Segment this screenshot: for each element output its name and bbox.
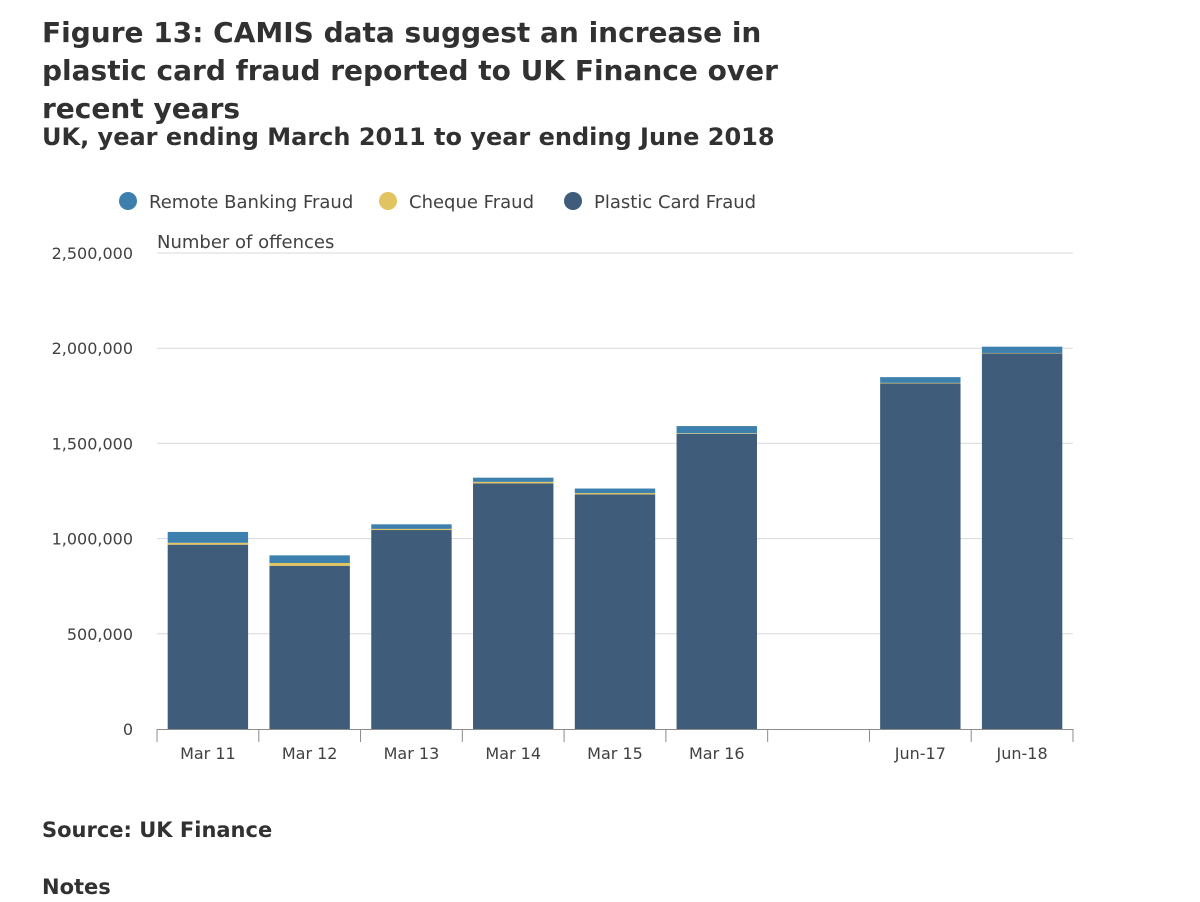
bar-cheque-fraud-mar-11 xyxy=(168,543,248,545)
x-tick-label: Mar 16 xyxy=(689,744,745,763)
legend-swatch xyxy=(379,192,397,210)
bar-plastic-card-fraud-mar-11 xyxy=(168,545,248,729)
bar-remote-banking-fraud-jun-17 xyxy=(880,377,960,383)
bar-cheque-fraud-mar-14 xyxy=(473,482,553,484)
y-tick-label: 1,000,000 xyxy=(52,530,133,549)
x-tick-label: Mar 13 xyxy=(384,744,440,763)
y-tick-label: 500,000 xyxy=(67,625,133,644)
bar-stack-mar-16 xyxy=(677,426,757,729)
bar-cheque-fraud-jun-17 xyxy=(880,383,960,384)
bar-remote-banking-fraud-mar-13 xyxy=(371,524,451,529)
y-axis-unit-label: Number of offences xyxy=(157,232,334,253)
bar-plastic-card-fraud-mar-15 xyxy=(575,494,655,729)
source-note: Source: UK Finance xyxy=(42,815,272,845)
bar-plastic-card-fraud-mar-13 xyxy=(371,530,451,729)
bar-plastic-card-fraud-jun-18 xyxy=(982,353,1062,729)
bar-remote-banking-fraud-mar-14 xyxy=(473,478,553,482)
x-tick-label: Jun-17 xyxy=(894,744,946,763)
legend-item-remote-banking-fraud: Remote Banking Fraud xyxy=(119,192,353,213)
bar-cheque-fraud-mar-13 xyxy=(371,529,451,530)
legend-swatch xyxy=(119,192,137,210)
legend-label: Cheque Fraud xyxy=(409,192,534,213)
bar-stack-mar-14 xyxy=(473,478,553,729)
y-tick-label: 1,500,000 xyxy=(52,434,133,453)
bars xyxy=(168,347,1063,729)
bar-stack-mar-12 xyxy=(269,555,349,729)
y-axis: 0 500,000 1,000,000 1,500,000 2,000,000 2,500… xyxy=(52,244,133,739)
chart-legend: Remote Banking Fraud Cheque Fraud Plastic … xyxy=(119,192,756,213)
bar-plastic-card-fraud-mar-12 xyxy=(269,566,349,729)
bar-stack-mar-11 xyxy=(168,532,248,729)
bar-remote-banking-fraud-mar-11 xyxy=(168,532,248,543)
x-tick-label: Mar 15 xyxy=(587,744,643,763)
bar-cheque-fraud-mar-16 xyxy=(677,433,757,434)
y-tick-label: 2,500,000 xyxy=(52,244,133,263)
legend-item-plastic-card-fraud: Plastic Card Fraud xyxy=(564,192,756,213)
stacked-bar-chart: Remote Banking Fraud Cheque Fraud Plastic … xyxy=(0,0,1200,800)
x-tick-label: Jun-18 xyxy=(996,744,1048,763)
x-tick-label: Mar 14 xyxy=(485,744,541,763)
bar-stack-jun-17 xyxy=(880,377,960,729)
legend-swatch xyxy=(564,192,582,210)
bar-remote-banking-fraud-jun-18 xyxy=(982,347,1062,353)
bar-remote-banking-fraud-mar-12 xyxy=(269,555,349,563)
bar-stack-jun-18 xyxy=(982,347,1062,729)
bar-remote-banking-fraud-mar-15 xyxy=(575,489,655,494)
legend-label: Remote Banking Fraud xyxy=(149,192,353,213)
bar-cheque-fraud-mar-15 xyxy=(575,493,655,494)
bar-cheque-fraud-mar-12 xyxy=(269,563,349,566)
legend-item-cheque-fraud: Cheque Fraud xyxy=(379,192,534,213)
bar-plastic-card-fraud-mar-16 xyxy=(677,434,757,729)
x-axis: Mar 11 Mar 12 Mar 13 Mar 14 Mar 15 Mar 16 Jun-… xyxy=(157,729,1073,763)
bar-stack-mar-13 xyxy=(371,524,451,729)
bar-remote-banking-fraud-mar-16 xyxy=(677,426,757,433)
y-tick-label: 2,000,000 xyxy=(52,339,133,358)
y-tick-label: 0 xyxy=(123,720,133,739)
legend-label: Plastic Card Fraud xyxy=(594,192,756,213)
x-tick-label: Mar 12 xyxy=(282,744,338,763)
notes-heading: Notes xyxy=(42,872,111,902)
bar-plastic-card-fraud-jun-17 xyxy=(880,383,960,729)
bar-plastic-card-fraud-mar-14 xyxy=(473,483,553,729)
x-tick-label: Mar 11 xyxy=(180,744,236,763)
bar-stack-mar-15 xyxy=(575,489,655,729)
